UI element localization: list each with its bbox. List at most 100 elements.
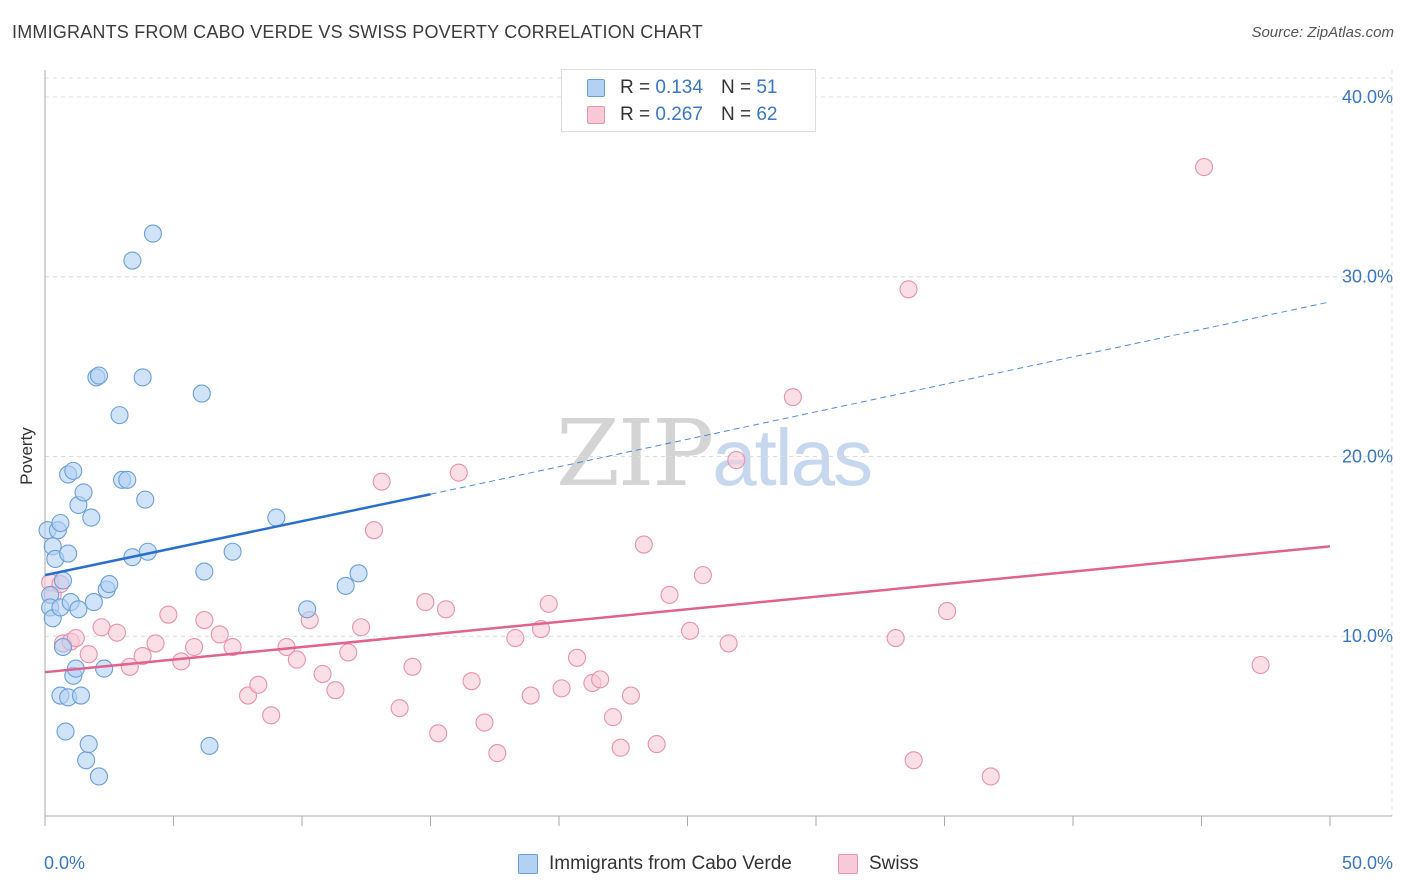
cabo-verde-point bbox=[110, 406, 129, 425]
source-label: Source: ZipAtlas.com bbox=[1251, 24, 1394, 41]
legend-swatch-cabo-verde bbox=[587, 79, 605, 97]
swiss-point bbox=[429, 724, 448, 743]
cabo-verde-point bbox=[143, 224, 162, 243]
cabo-verde-point bbox=[53, 637, 73, 657]
legend-swatch-cabo-verde bbox=[518, 854, 538, 874]
cabo-verde-point bbox=[64, 461, 83, 480]
swiss-point bbox=[981, 767, 1000, 786]
cabo-verde-point bbox=[89, 366, 109, 385]
legend-row-cabo-verde: R = 0.134 N = 51 bbox=[587, 77, 777, 99]
legend-n-label: N = bbox=[720, 104, 752, 125]
cabo-verde-point bbox=[223, 542, 242, 561]
swiss-point bbox=[938, 602, 957, 621]
cabo-verde-point bbox=[200, 736, 219, 755]
swiss-point bbox=[660, 585, 679, 604]
swiss-point bbox=[223, 637, 242, 657]
cabo-verde-point bbox=[195, 562, 214, 581]
swiss-point bbox=[159, 605, 178, 624]
swiss-point bbox=[462, 672, 481, 691]
swiss-point bbox=[436, 600, 455, 619]
cabo-verde-point bbox=[71, 686, 91, 705]
swiss-point bbox=[611, 738, 630, 757]
cabo-verde-trendline-extension bbox=[430, 301, 1331, 495]
legend-swatch-swiss bbox=[587, 106, 605, 124]
swiss-point bbox=[372, 472, 391, 491]
swiss-point bbox=[107, 623, 127, 642]
swiss-point bbox=[195, 611, 214, 630]
stats-legend: R = 0.134 N = 51 R = 0.267 N = 62 bbox=[561, 69, 816, 132]
cabo-verde-point bbox=[349, 564, 368, 583]
swiss-point bbox=[352, 618, 371, 637]
cabo-verde-point bbox=[95, 659, 114, 678]
legend-r-value: 0.134 bbox=[655, 77, 703, 98]
legend-r-label: R = bbox=[620, 104, 651, 125]
cabo-verde-trendline bbox=[44, 493, 431, 577]
swiss-point bbox=[339, 643, 358, 662]
swiss-point bbox=[904, 751, 923, 770]
swiss-point bbox=[1195, 158, 1214, 177]
swiss-point bbox=[133, 646, 152, 666]
cabo-verde-point bbox=[51, 513, 70, 533]
swiss-point bbox=[899, 280, 918, 299]
swiss-point bbox=[185, 637, 204, 657]
swiss-point bbox=[326, 681, 345, 700]
swiss-point bbox=[567, 648, 587, 667]
legend-swatch-swiss bbox=[838, 854, 858, 874]
cabo-verde-point bbox=[298, 600, 317, 619]
cabo-verde-point bbox=[77, 751, 96, 770]
swiss-point bbox=[552, 679, 571, 698]
legend-r-label: R = bbox=[620, 77, 651, 98]
swiss-point bbox=[621, 686, 641, 705]
legend-r-value: 0.267 bbox=[655, 104, 703, 125]
cabo-verde-point bbox=[79, 735, 98, 754]
y-tick-label: 10.0% bbox=[1342, 626, 1393, 646]
swiss-point bbox=[172, 652, 191, 671]
cabo-verde-point bbox=[59, 544, 78, 563]
chart-title: IMMIGRANTS FROM CABO VERDE VS SWISS POVE… bbox=[12, 22, 703, 42]
swiss-point bbox=[287, 650, 306, 669]
swiss-point bbox=[488, 744, 507, 763]
swiss-point bbox=[364, 521, 384, 540]
y-tick-label: 40.0% bbox=[1342, 87, 1393, 107]
cabo-verde-point bbox=[84, 593, 103, 612]
legend-n-label: N = bbox=[720, 77, 752, 98]
swiss-point bbox=[313, 664, 332, 684]
swiss-point bbox=[783, 388, 802, 407]
swiss-point bbox=[727, 451, 746, 470]
y-tick-label: 20.0% bbox=[1342, 446, 1393, 466]
swiss-point bbox=[647, 735, 666, 754]
swiss-point bbox=[390, 699, 409, 718]
swiss-point bbox=[449, 463, 468, 482]
swiss-point bbox=[92, 618, 111, 637]
cabo-verde-point bbox=[74, 483, 93, 502]
swiss-point bbox=[693, 566, 712, 585]
legend-item-swiss[interactable]: Swiss bbox=[838, 852, 919, 876]
swiss-point bbox=[66, 628, 85, 648]
cabo-verde-point bbox=[267, 508, 286, 527]
swiss-point bbox=[591, 670, 610, 689]
legend-row-swiss: R = 0.267 N = 62 bbox=[587, 104, 777, 126]
legend-item-cabo-verde[interactable]: Immigrants from Cabo Verde bbox=[518, 852, 792, 876]
swiss-point bbox=[886, 628, 905, 648]
x-tick-label: 0.0% bbox=[44, 853, 85, 873]
swiss-trendline bbox=[44, 545, 1331, 674]
swiss-point bbox=[475, 713, 494, 732]
swiss-point bbox=[79, 645, 98, 664]
swiss-point bbox=[416, 593, 435, 612]
swiss-point bbox=[634, 535, 653, 554]
swiss-point bbox=[1251, 655, 1270, 675]
swiss-point bbox=[603, 708, 623, 727]
swiss-point bbox=[719, 634, 738, 653]
cabo-verde-point bbox=[82, 508, 101, 527]
swiss-point bbox=[506, 628, 525, 648]
cabo-verde-point bbox=[133, 368, 152, 387]
cabo-verde-point bbox=[89, 767, 109, 786]
legend-label-swiss: Swiss bbox=[869, 853, 919, 874]
cabo-verde-point bbox=[118, 470, 137, 489]
cabo-verde-point bbox=[69, 600, 88, 619]
cabo-verde-point bbox=[100, 575, 119, 594]
legend-n-value: 51 bbox=[756, 77, 778, 98]
cabo-verde-point bbox=[136, 490, 155, 509]
x-tick-label: 50.0% bbox=[1342, 853, 1393, 873]
